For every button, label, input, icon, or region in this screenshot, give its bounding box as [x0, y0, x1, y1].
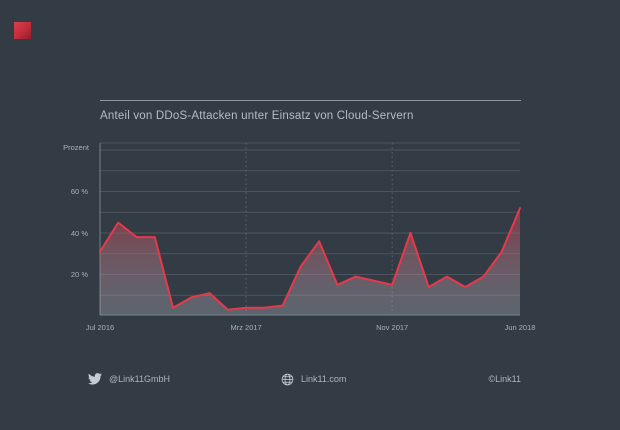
area-fill — [100, 208, 520, 315]
y-tick-label: 60 % — [70, 187, 88, 196]
y-tick-label: 20 % — [70, 270, 88, 279]
dashed-vertical-gridlines — [245, 143, 393, 315]
x-tick-label: Mrz 2017 — [230, 323, 262, 332]
footer-website: Link11.com — [281, 371, 346, 387]
y-tick-label: 40 % — [70, 228, 88, 238]
website-label: Link11.com — [301, 374, 347, 384]
series-line — [99, 207, 521, 311]
footer: @Link11GmbH Link11.com ©Link11 — [0, 371, 620, 389]
link11-logo — [14, 22, 31, 39]
y-axis-title: Prozent — [63, 143, 89, 152]
x-tick-label: Jun 2018 — [504, 323, 536, 332]
globe-icon — [281, 373, 294, 386]
footer-copyright: ©Link11 — [0, 371, 521, 387]
x-tick-label: Nov 2017 — [376, 323, 409, 332]
title-rule — [100, 100, 521, 101]
chart-title: Anteil von DDoS-Attacken unter Einsatz v… — [100, 110, 414, 122]
twitter-handle: @Link11GmbH — [109, 374, 170, 384]
x-tick-label: Jul 2016 — [85, 323, 115, 332]
copyright-label: ©Link11 — [488, 374, 521, 384]
footer-twitter: @Link11GmbH — [88, 371, 170, 387]
twitter-bird-icon — [88, 373, 102, 385]
